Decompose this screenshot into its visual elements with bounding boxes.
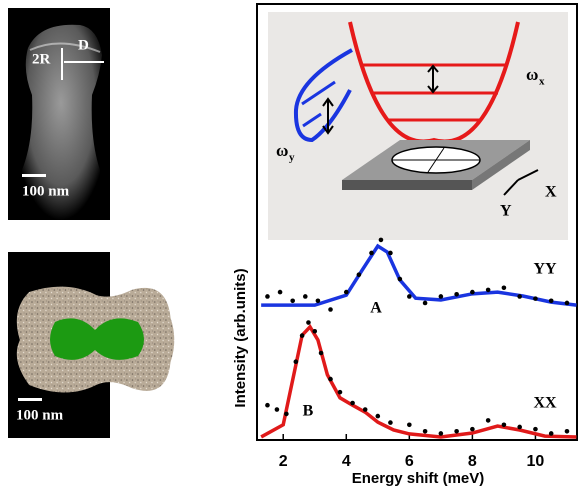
scale-bar-label: 100 nm [16, 407, 64, 423]
inset-label: ω [526, 65, 538, 84]
image-label: D [78, 37, 89, 53]
data-point [300, 333, 305, 338]
data-point [275, 407, 280, 412]
data-point [350, 401, 355, 406]
data-point [565, 301, 570, 306]
inset-label: ω [276, 141, 288, 160]
data-point [303, 294, 308, 299]
fit-curve [261, 327, 576, 437]
data-point [502, 285, 507, 290]
data-point [284, 412, 289, 417]
page: 2R D 100 nm 100 nm ω x ω y X Y Energy s [0, 0, 579, 499]
series-label: YY [533, 261, 557, 278]
data-point [328, 307, 333, 312]
data-point [549, 431, 554, 436]
series-label: XX [533, 395, 557, 412]
image-label: 2R [32, 51, 51, 67]
data-point [423, 429, 428, 434]
x-tick-label: 8 [468, 453, 477, 470]
data-point [265, 403, 270, 408]
data-point [290, 299, 295, 304]
data-point [388, 420, 393, 425]
data-point [517, 425, 522, 430]
data-point [470, 290, 475, 295]
x-tick-label: 10 [527, 453, 545, 470]
data-point [549, 299, 554, 304]
peak-label: A [370, 300, 382, 317]
data-point [407, 422, 412, 427]
fit-curve [261, 246, 576, 305]
data-point [294, 359, 299, 364]
data-point [379, 238, 384, 243]
data-point [454, 429, 459, 434]
data-point [278, 290, 283, 295]
x-tick-label: 2 [279, 453, 288, 470]
data-point [312, 329, 317, 334]
data-point [533, 427, 538, 432]
x-tick-label: 6 [405, 453, 414, 470]
data-point [344, 290, 349, 295]
data-point [533, 296, 538, 301]
data-point [423, 301, 428, 306]
data-point [398, 277, 403, 282]
data-point [369, 251, 374, 256]
data-point [319, 351, 324, 356]
data-point [306, 320, 311, 325]
inset-label: x [539, 76, 545, 88]
x-tick-label: 4 [342, 453, 351, 470]
data-point [454, 292, 459, 297]
data-point [376, 414, 381, 419]
data-point [357, 272, 362, 277]
inset-label: X [545, 184, 557, 201]
data-point [470, 427, 475, 432]
x-axis-label: Energy shift (meV) [352, 470, 485, 487]
data-point [439, 431, 444, 436]
data-point [486, 288, 491, 293]
data-point [316, 299, 321, 304]
data-point [517, 294, 522, 299]
scale-bar-label: 100 nm [22, 183, 70, 199]
data-point [439, 294, 444, 299]
data-point [502, 422, 507, 427]
data-point [363, 407, 368, 412]
data-point [338, 390, 343, 395]
data-point [565, 429, 570, 434]
data-point [486, 418, 491, 423]
data-point [265, 294, 270, 299]
data-point [407, 294, 412, 299]
inset-label: Y [500, 203, 512, 220]
y-axis-label: Intensity (arb.units) [232, 268, 249, 407]
peak-label: B [303, 403, 314, 420]
data-point [388, 251, 393, 256]
data-point [328, 377, 333, 382]
inset [268, 12, 568, 240]
figure: 2R D 100 nm 100 nm ω x ω y X Y Energy s [0, 0, 579, 499]
inset-label: y [289, 152, 295, 164]
